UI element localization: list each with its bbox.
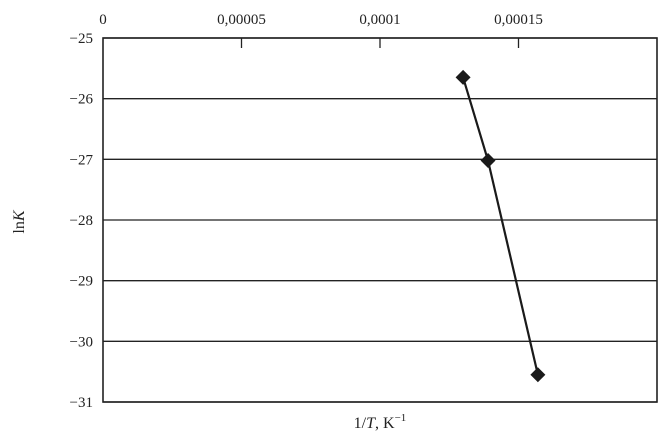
data-point-0 [455, 69, 471, 85]
x-axis-title-exponent: −1 [395, 412, 407, 424]
x-tick-label-1: 0,00005 [217, 12, 266, 28]
y-tick-label-0: −25 [70, 31, 93, 47]
y-tick-label-6: −31 [70, 395, 93, 411]
x-axis-title: 1/T, K−1 [354, 412, 407, 432]
grid-layer [103, 37, 657, 403]
x-axis-title-prefix: 1/ [354, 415, 367, 432]
y-axis-title-k: K [11, 209, 28, 222]
y-tick-label-4: −29 [70, 274, 93, 290]
x-tick-label-2: 0,0001 [359, 12, 400, 28]
series-layer [455, 69, 546, 383]
x-axis-title-unit: , K [375, 415, 395, 432]
data-point-1 [480, 153, 496, 169]
y-tick-label-3: −28 [70, 213, 93, 229]
y-tick-label-1: −26 [70, 92, 94, 108]
y-axis-title: lnK [11, 209, 28, 233]
series-line-0 [462, 77, 539, 375]
y-tick-label-5: −30 [70, 334, 93, 350]
x-tick-label-3: 0,00015 [494, 12, 543, 28]
data-point-2 [530, 367, 546, 383]
y-axis-title-ln: ln [11, 221, 28, 233]
y-tick-labels: −25 −26 −27 −28 −29 −30 −31 [70, 31, 94, 411]
x-tick-label-0: 0 [99, 12, 107, 28]
y-tick-label-2: −27 [70, 152, 94, 168]
x-tick-labels: 0 0,00005 0,0001 0,00015 [99, 12, 543, 48]
x-axis-title-t: T [366, 415, 376, 432]
